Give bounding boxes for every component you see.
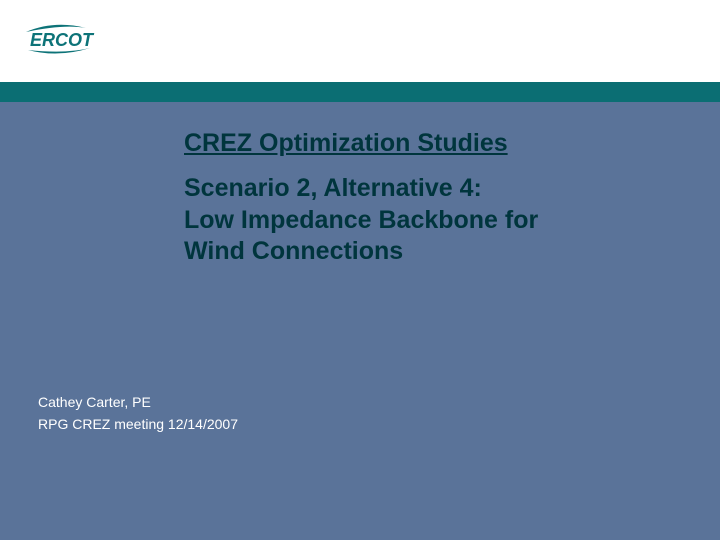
author-name: Cathey Carter, PE xyxy=(38,392,238,414)
logo-text: ERCOT xyxy=(30,30,95,50)
title-sub: Scenario 2, Alternative 4: Low Impedance… xyxy=(184,173,614,267)
title-sub-line3: Wind Connections xyxy=(184,236,614,267)
ercot-logo-svg: ERCOT xyxy=(24,18,134,58)
title-main: CREZ Optimization Studies xyxy=(184,128,614,159)
title-block: CREZ Optimization Studies Scenario 2, Al… xyxy=(184,128,614,267)
title-sub-line2: Low Impedance Backbone for xyxy=(184,205,614,236)
header-teal-bar xyxy=(0,82,720,102)
title-sub-line1: Scenario 2, Alternative 4: xyxy=(184,173,614,204)
author-block: Cathey Carter, PE RPG CREZ meeting 12/14… xyxy=(38,392,238,435)
header-white-bar: ERCOT xyxy=(0,0,720,82)
author-meeting: RPG CREZ meeting 12/14/2007 xyxy=(38,414,238,436)
ercot-logo: ERCOT xyxy=(24,18,134,58)
slide: ERCOT CREZ Optimization Studies Scenario… xyxy=(0,0,720,540)
